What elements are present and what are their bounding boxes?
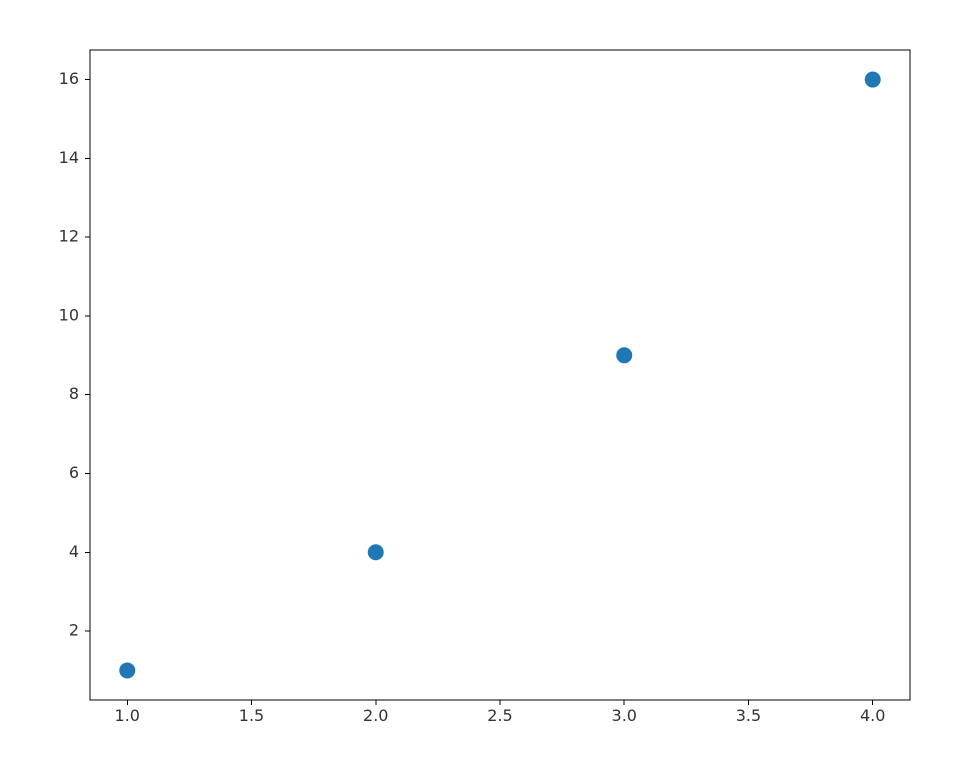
x-tick-label: 1.0 <box>115 706 140 725</box>
x-tick-label: 3.0 <box>612 706 637 725</box>
x-tick-label: 4.0 <box>860 706 885 725</box>
x-tick-label: 2.0 <box>363 706 388 725</box>
y-tick-label: 12 <box>59 227 79 246</box>
y-tick-label: 6 <box>69 463 79 482</box>
y-tick-label: 10 <box>59 305 79 324</box>
x-tick-label: 3.5 <box>736 706 761 725</box>
data-point <box>368 544 384 560</box>
y-tick-label: 4 <box>69 542 79 561</box>
data-point <box>616 347 632 363</box>
data-point <box>119 662 135 678</box>
y-tick-label: 16 <box>59 69 79 88</box>
y-tick-label: 2 <box>69 621 79 640</box>
x-tick-label: 2.5 <box>487 706 512 725</box>
chart-container: 1.0 1.5 2.0 2.5 3.0 3.5 4.0 2 4 6 8 10 12 14 16 <box>0 0 958 760</box>
scatter-chart: 1.0 1.5 2.0 2.5 3.0 3.5 4.0 2 4 6 8 10 12 14 16 <box>0 0 958 760</box>
chart-background <box>0 0 958 760</box>
data-point <box>865 72 881 88</box>
y-tick-label: 14 <box>59 148 79 167</box>
y-tick-label: 8 <box>69 384 79 403</box>
x-tick-label: 1.5 <box>239 706 264 725</box>
